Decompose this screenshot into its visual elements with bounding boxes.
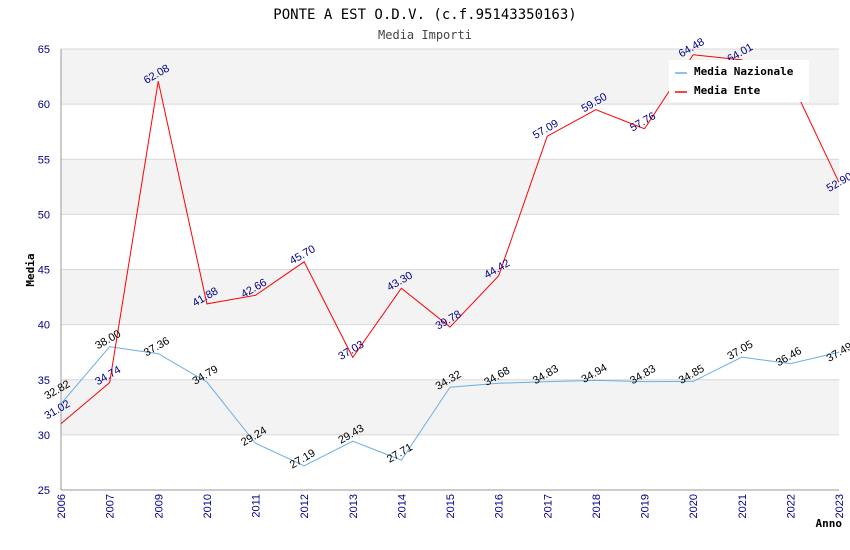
x-tick-label: 2014	[396, 494, 408, 518]
x-tick-label: 2009	[153, 494, 165, 518]
x-tick-label: 2007	[105, 494, 117, 518]
y-tick-label: 60	[38, 99, 50, 111]
y-tick-label: 55	[38, 154, 50, 166]
plot-band	[61, 379, 839, 435]
plot-band	[61, 324, 839, 380]
y-axis-ticks: 25 30 35 40 45 50 55 60 65	[38, 44, 50, 497]
x-tick-label: 2023	[834, 494, 846, 518]
series-line-ente	[60, 54, 840, 425]
y-tick-label: 25	[38, 485, 50, 497]
x-tick-label: 2020	[688, 494, 700, 518]
plot-band	[61, 214, 839, 270]
x-tick-label: 2019	[640, 494, 652, 518]
x-tick-label: 2006	[56, 494, 68, 518]
plot-band	[61, 269, 839, 325]
x-tick-label: 2022	[785, 494, 797, 518]
x-tick-label: 2010	[202, 494, 214, 518]
x-tick-label: 2017	[542, 494, 554, 518]
legend: Media Nazionale Media Ente	[669, 60, 809, 102]
legend-box	[669, 60, 809, 102]
chart-subtitle: Media Importi	[378, 28, 472, 42]
x-tick-label: 2015	[445, 494, 457, 518]
x-tick-label: 2011	[251, 494, 263, 518]
x-axis-label: Anno	[816, 517, 843, 530]
y-tick-label: 30	[38, 430, 50, 442]
plot-band	[61, 159, 839, 215]
y-tick-label: 50	[38, 209, 50, 221]
y-tick-label: 45	[38, 265, 50, 277]
x-tick-label: 2012	[299, 494, 311, 518]
y-axis-label: Media	[24, 253, 37, 286]
x-tick-label: 2018	[591, 494, 603, 518]
chart-title: PONTE A EST O.D.V. (c.f.95143350163)	[273, 7, 576, 23]
axes	[60, 49, 839, 491]
legend-label-ente: Media Ente	[694, 84, 761, 97]
x-tick-label: 2021	[737, 494, 749, 518]
series-line-nazionale	[60, 346, 840, 467]
y-tick-label: 65	[38, 44, 50, 56]
legend-label-nazionale: Media Nazionale	[694, 65, 794, 78]
plot-band	[61, 434, 839, 490]
plot-background	[61, 49, 839, 490]
x-tick-label: 2013	[348, 494, 360, 518]
plot-band	[61, 104, 839, 160]
y-tick-label: 40	[38, 320, 50, 332]
y-tick-label: 35	[38, 375, 50, 387]
series-lines	[60, 54, 840, 467]
x-tick-label: 2016	[494, 494, 506, 518]
x-axis-ticks: 2006 2007 2009 2010 2011 2012 2013 2014 2015 2016…	[56, 494, 846, 518]
